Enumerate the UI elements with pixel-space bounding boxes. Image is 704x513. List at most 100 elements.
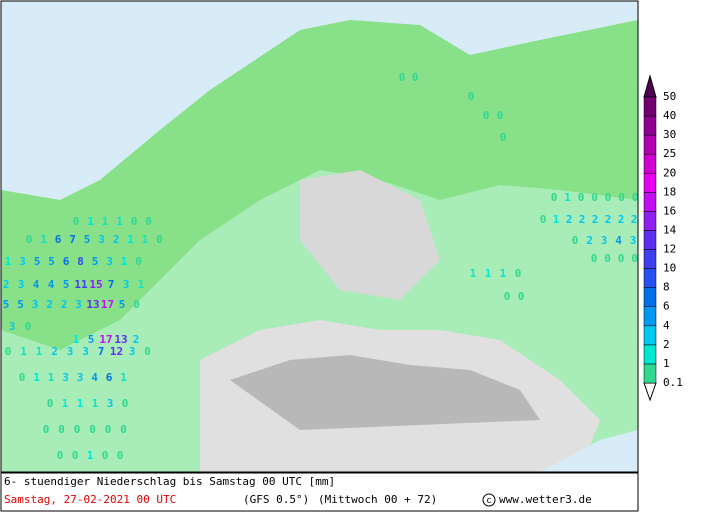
legend-label: 40 xyxy=(663,109,676,122)
precip-value: 1 xyxy=(36,345,43,358)
precip-value: 0 xyxy=(74,423,81,436)
precip-value: 0 xyxy=(497,109,504,122)
precip-value: 0 xyxy=(591,252,598,265)
legend-label: 12 xyxy=(663,243,676,256)
precip-value: 1 xyxy=(142,233,149,246)
precip-value: 1 xyxy=(121,255,128,268)
legend-swatch xyxy=(643,153,657,174)
precip-value: 2 xyxy=(631,213,638,226)
precip-value: 1 xyxy=(116,215,123,228)
precip-value: 1 xyxy=(77,397,84,410)
precip-value: 1 xyxy=(87,215,94,228)
legend-swatch xyxy=(643,306,657,327)
precip-value: 0 xyxy=(144,345,151,358)
legend-swatch xyxy=(643,134,657,155)
legend-label: 14 xyxy=(663,223,677,236)
precip-value: 0 xyxy=(632,191,639,204)
map-base xyxy=(0,0,639,473)
precip-value: 0 xyxy=(145,215,152,228)
precip-value: 5 xyxy=(48,255,55,268)
precip-value: 0 xyxy=(122,397,129,410)
legend-swatch xyxy=(643,325,657,346)
legend-swatch xyxy=(643,96,657,117)
precip-value: 12 xyxy=(110,345,123,358)
precip-value: 8 xyxy=(77,255,84,268)
precip-value: 3 xyxy=(107,397,114,410)
footer-title: 6- stuendiger Niederschlag bis Samstag 0… xyxy=(4,475,335,488)
precip-value: 2 xyxy=(113,233,120,246)
precip-value: 0 xyxy=(105,423,112,436)
legend-label: 25 xyxy=(663,147,676,160)
precip-value: 0 xyxy=(26,233,33,246)
precip-value: 6 xyxy=(106,371,113,384)
precip-value: 3 xyxy=(601,234,608,247)
copyright-letter: c xyxy=(486,496,491,506)
precip-value: 7 xyxy=(69,233,76,246)
precip-value: 0 xyxy=(25,320,32,333)
precip-value: 1 xyxy=(62,397,69,410)
precip-value: 13 xyxy=(86,298,99,311)
precip-value: 3 xyxy=(9,320,16,333)
precip-value: 0 xyxy=(468,90,475,103)
precip-value: 1 xyxy=(120,371,127,384)
precip-value: 1 xyxy=(553,213,560,226)
precip-value: 1 xyxy=(564,191,571,204)
precip-value: 0 xyxy=(578,191,585,204)
precip-value: 17 xyxy=(101,298,114,311)
precip-value: 2 xyxy=(46,298,53,311)
legend-label: 50 xyxy=(663,90,676,103)
precip-value: 7 xyxy=(108,278,115,291)
precip-value: 2 xyxy=(586,234,593,247)
footer-box xyxy=(0,472,639,512)
precip-value: 0 xyxy=(483,109,490,122)
precip-value: 0 xyxy=(604,252,611,265)
precip-value: 0 xyxy=(72,449,79,462)
precip-value: 1 xyxy=(87,449,94,462)
legend-swatch xyxy=(643,192,657,212)
legend-label: 4 xyxy=(663,319,670,332)
precip-value: 2 xyxy=(51,345,58,358)
precip-value: 0 xyxy=(135,255,142,268)
precip-value: 0 xyxy=(89,423,96,436)
legend-swatch xyxy=(643,344,657,365)
precip-value: 1 xyxy=(73,333,80,346)
precipitation-values: 0 1 1 1 0 00 1 6 7 5 3 2 1 1 01 3 5 5 6 8 5 3 1 02 3 4 4 5 11 15 7 3 15 5… xyxy=(3,71,652,462)
precip-value: 0 xyxy=(540,213,547,226)
precip-value: 1 xyxy=(20,345,27,358)
precip-value: 1 xyxy=(92,397,99,410)
precip-value: 15 xyxy=(89,278,102,291)
legend-swatch xyxy=(643,268,657,288)
precip-value: 3 xyxy=(62,371,69,384)
precip-value: 3 xyxy=(77,371,84,384)
precip-value: 4 xyxy=(91,371,98,384)
legend-label: 10 xyxy=(663,262,676,275)
precip-value: 0 xyxy=(618,191,625,204)
precip-value: 0 xyxy=(518,290,525,303)
precip-value: 13 xyxy=(114,333,127,346)
precip-value: 2 xyxy=(133,333,140,346)
precip-value: 3 xyxy=(123,278,130,291)
copyright-icon xyxy=(482,493,496,507)
precip-value: 0 xyxy=(412,71,419,84)
precip-value: 11 xyxy=(74,278,88,291)
legend-label: 30 xyxy=(663,128,676,141)
legend-swatch xyxy=(643,173,657,193)
precip-value: 0 xyxy=(500,131,507,144)
precip-value: 1 xyxy=(48,371,55,384)
precip-value: 0 xyxy=(572,234,579,247)
precip-value: 1 xyxy=(40,233,47,246)
precip-value: 17 xyxy=(99,333,112,346)
precip-value: 2 xyxy=(579,213,586,226)
legend-label: 0.1 xyxy=(663,376,683,389)
precip-value: 0 xyxy=(605,191,612,204)
legend-label: 20 xyxy=(663,166,676,179)
precip-value: 6 xyxy=(63,255,70,268)
precip-value: 0 xyxy=(57,449,64,462)
legend-swatch xyxy=(643,287,657,307)
precip-value: 4 xyxy=(48,278,55,291)
precip-value: 4 xyxy=(615,234,622,247)
legend-label: 2 xyxy=(663,338,670,351)
precip-value: 0 xyxy=(43,423,50,436)
precip-value: 0 xyxy=(58,423,65,436)
